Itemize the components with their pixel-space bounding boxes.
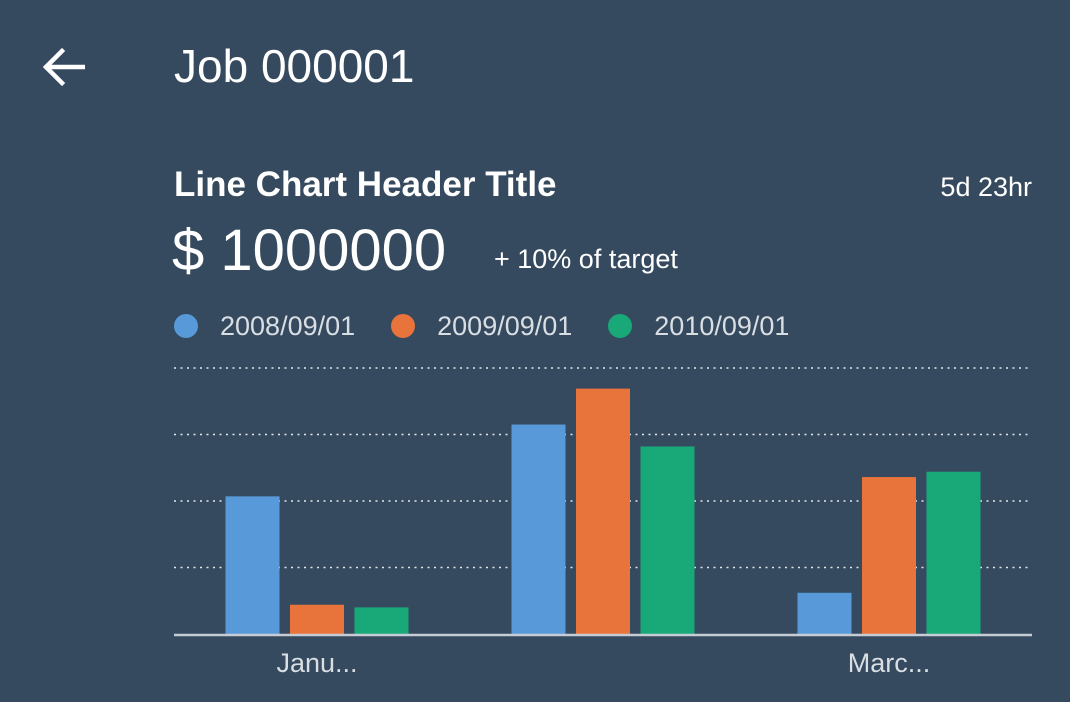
bar-chart: Janu... Marc... <box>174 367 1032 678</box>
bar[interactable] <box>511 424 566 634</box>
kpi-value: $ 1000000 <box>172 218 447 283</box>
legend-dot-icon <box>608 314 633 338</box>
legend-item[interactable]: 2008/09/01 <box>174 311 355 342</box>
bar[interactable] <box>354 607 409 634</box>
legend-label: 2010/09/01 <box>654 310 790 341</box>
legend-label: 2008/09/01 <box>220 310 356 341</box>
app-header: Job 000001 <box>0 0 1070 130</box>
kpi-target-label: + 10% of target <box>494 244 678 274</box>
legend-dot-icon <box>174 314 198 338</box>
bar[interactable] <box>862 477 916 634</box>
bar[interactable] <box>225 496 280 634</box>
legend-dot-icon <box>391 314 416 338</box>
page-title: Job 000001 <box>174 40 415 92</box>
x-tick-label: Marc... <box>848 648 931 678</box>
chart-legend: 2008/09/01 2009/09/01 2010/09/01 <box>174 306 825 346</box>
card-time-label: 5d 23hr <box>940 172 1032 202</box>
back-button[interactable] <box>36 40 90 94</box>
card-title: Line Chart Header Title <box>174 165 557 204</box>
legend-label: 2009/09/01 <box>437 310 573 341</box>
bar[interactable] <box>797 592 852 634</box>
arrow-left-icon <box>41 47 85 87</box>
legend-item[interactable]: 2009/09/01 <box>391 311 572 342</box>
legend-item[interactable]: 2010/09/01 <box>608 311 789 342</box>
bar[interactable] <box>926 471 981 634</box>
bar[interactable] <box>576 388 630 634</box>
x-tick-label: Janu... <box>276 648 357 678</box>
bar[interactable] <box>290 604 344 634</box>
bar[interactable] <box>640 446 695 634</box>
